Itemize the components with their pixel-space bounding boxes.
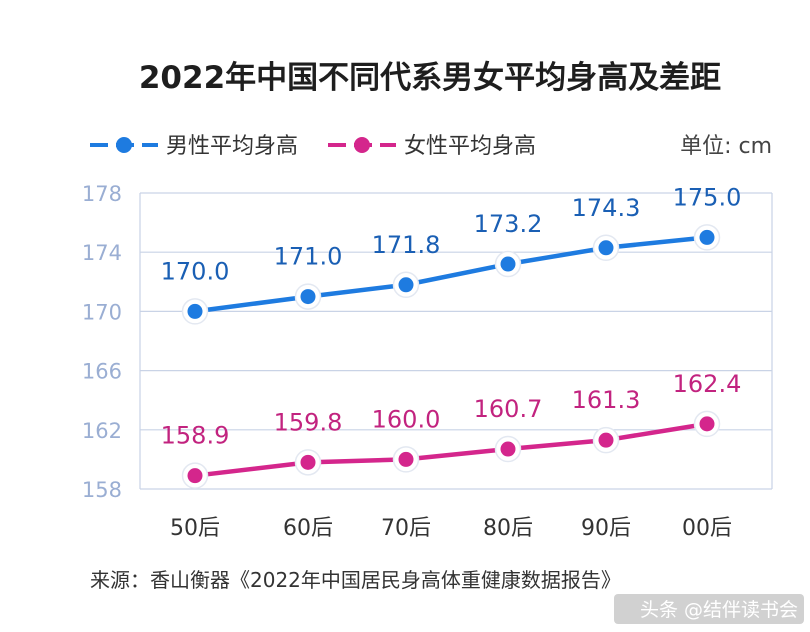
series-line-female [192, 421, 710, 478]
data-label-female: 162.4 [673, 370, 742, 398]
series-line-male [192, 235, 710, 314]
data-point-female [300, 454, 316, 470]
data-point-male [187, 303, 203, 319]
data-label-female: 159.8 [274, 408, 343, 436]
legend-marker-male [116, 137, 132, 153]
y-tick-label: 178 [82, 182, 122, 206]
legend-marker-female [354, 137, 370, 153]
data-label-male: 174.3 [572, 194, 641, 222]
data-point-male [500, 256, 516, 272]
x-tick-label: 70后 [381, 516, 431, 541]
x-axis-ticks: 50后 60后 70后 80后 90后 00后 [170, 516, 732, 541]
data-point-female [398, 451, 414, 467]
series-female: 158.9 159.8 160.0 160.7 161.3 162.4 [161, 370, 742, 489]
data-label-female: 160.0 [372, 405, 441, 433]
x-tick-label: 80后 [483, 516, 533, 541]
x-tick-label: 00后 [682, 516, 732, 541]
data-point-female [699, 416, 715, 432]
unit-label: 单位: cm [680, 134, 772, 159]
data-point-female [500, 441, 516, 457]
y-tick-label: 170 [82, 300, 122, 324]
data-label-female: 161.3 [572, 386, 641, 414]
data-point-male [699, 229, 715, 245]
watermark-text: 头条 @结伴读书会 [640, 599, 798, 621]
data-point-male [598, 240, 614, 256]
data-point-female [187, 468, 203, 484]
legend: 男性平均身高 女性平均身高 [90, 134, 536, 159]
legend-label-female: 女性平均身高 [404, 134, 536, 159]
data-label-female: 158.9 [161, 422, 230, 450]
data-label-male: 170.0 [161, 257, 230, 285]
series-male: 170.0 171.0 171.8 173.2 174.3 175.0 [161, 183, 742, 325]
y-tick-label: 166 [82, 360, 122, 384]
x-tick-label: 90后 [581, 516, 631, 541]
data-label-male: 173.2 [474, 210, 543, 238]
data-point-male [300, 289, 316, 305]
data-label-male: 175.0 [673, 183, 742, 211]
x-tick-label: 50后 [170, 516, 220, 541]
y-tick-label: 162 [82, 419, 122, 443]
source-note: 来源：香山衡器《2022年中国居民身高体重健康数据报告》 [90, 568, 621, 592]
chart-title: 2022年中国不同代系男女平均身高及差距 [139, 60, 721, 96]
data-point-male [398, 277, 414, 293]
series: 170.0 171.0 171.8 173.2 174.3 175.0 158.9 159.8… [161, 183, 742, 489]
legend-label-male: 男性平均身高 [166, 134, 298, 159]
data-label-female: 160.7 [474, 395, 543, 423]
y-tick-label: 158 [82, 478, 122, 502]
watermark: 头条 @结伴读书会 [614, 594, 804, 624]
legend-item-female: 女性平均身高 [328, 134, 536, 159]
legend-item-male: 男性平均身高 [90, 134, 298, 159]
grid [139, 192, 773, 490]
x-tick-label: 60后 [283, 516, 333, 541]
data-label-male: 171.0 [274, 243, 343, 271]
y-tick-label: 174 [82, 241, 122, 265]
watermark-background [614, 594, 804, 624]
y-axis-ticks: 178 174 170 166 162 158 [82, 182, 122, 502]
data-label-male: 171.8 [372, 231, 441, 259]
data-point-female [598, 432, 614, 448]
